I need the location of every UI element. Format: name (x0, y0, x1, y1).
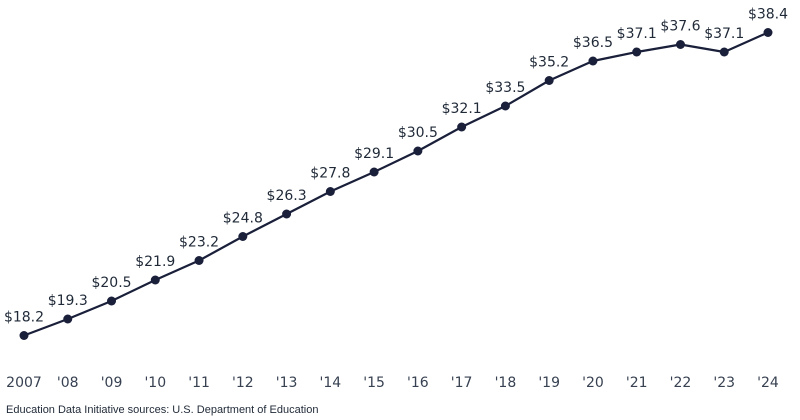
data-label: $23.2 (179, 235, 219, 251)
x-tick-label: '23 (713, 375, 735, 391)
data-point (150, 275, 160, 285)
data-labels-layer: $18.2$19.3$20.5$21.9$23.2$24.8$26.3$27.8… (4, 7, 788, 326)
data-point (19, 331, 29, 340)
x-tick-label: '21 (626, 375, 648, 391)
x-tick-label: '09 (101, 375, 123, 391)
data-label: $29.1 (354, 146, 394, 162)
x-tick-label: '10 (144, 375, 166, 391)
data-label: $36.5 (573, 35, 613, 51)
data-label: $26.3 (267, 188, 307, 204)
x-axis-tick-labels: 2007 '08 '09 '10 '11 '12 '13 '14 '15 '16 '17 '18 '19… (6, 375, 779, 391)
data-point (413, 146, 423, 156)
x-tick-label: 2007 (6, 375, 42, 391)
data-label: $30.5 (398, 125, 438, 141)
data-label: $32.1 (442, 101, 482, 117)
data-point (719, 47, 729, 57)
x-tick-label: '13 (276, 375, 298, 391)
x-tick-label: '19 (538, 375, 560, 391)
data-point (500, 101, 510, 111)
data-point (107, 296, 117, 306)
data-label: $33.5 (485, 80, 525, 96)
x-tick-label: '15 (363, 375, 385, 391)
series-line (23, 31, 769, 337)
x-tick-label: '20 (582, 375, 604, 391)
data-point (282, 209, 292, 219)
series-line-layer (23, 31, 769, 337)
data-point (457, 122, 467, 132)
data-label: $19.3 (48, 293, 88, 309)
data-label: $38.4 (748, 7, 788, 23)
data-point (63, 314, 73, 324)
data-point (763, 28, 773, 37)
data-label: $21.9 (135, 254, 175, 270)
data-point (369, 167, 379, 177)
data-point (588, 56, 598, 66)
data-point (325, 187, 335, 196)
data-points-layer (19, 28, 773, 340)
data-point (675, 40, 685, 49)
data-point (632, 47, 642, 57)
data-label: $20.5 (91, 275, 131, 291)
data-label: $37.1 (704, 26, 744, 42)
data-label: $35.2 (529, 55, 569, 71)
x-tick-label: '11 (188, 375, 210, 391)
x-tick-label: '24 (757, 375, 779, 391)
data-point (544, 76, 554, 85)
x-tick-label: '17 (451, 375, 473, 391)
x-tick-label: '18 (495, 375, 517, 391)
data-point (194, 256, 204, 265)
data-label: $27.8 (310, 166, 350, 182)
x-tick-label: '12 (232, 375, 254, 391)
data-label: $24.8 (223, 211, 263, 227)
x-tick-label: '08 (57, 375, 79, 391)
data-label: $37.1 (617, 26, 657, 42)
x-tick-label: '16 (407, 375, 429, 391)
data-label: $18.2 (4, 310, 44, 326)
x-tick-label: '22 (670, 375, 692, 391)
data-label: $37.6 (660, 19, 700, 35)
data-point (238, 232, 248, 241)
x-tick-label: '14 (320, 375, 342, 391)
source-note: Education Data Initiative sources: U.S. … (6, 404, 319, 416)
